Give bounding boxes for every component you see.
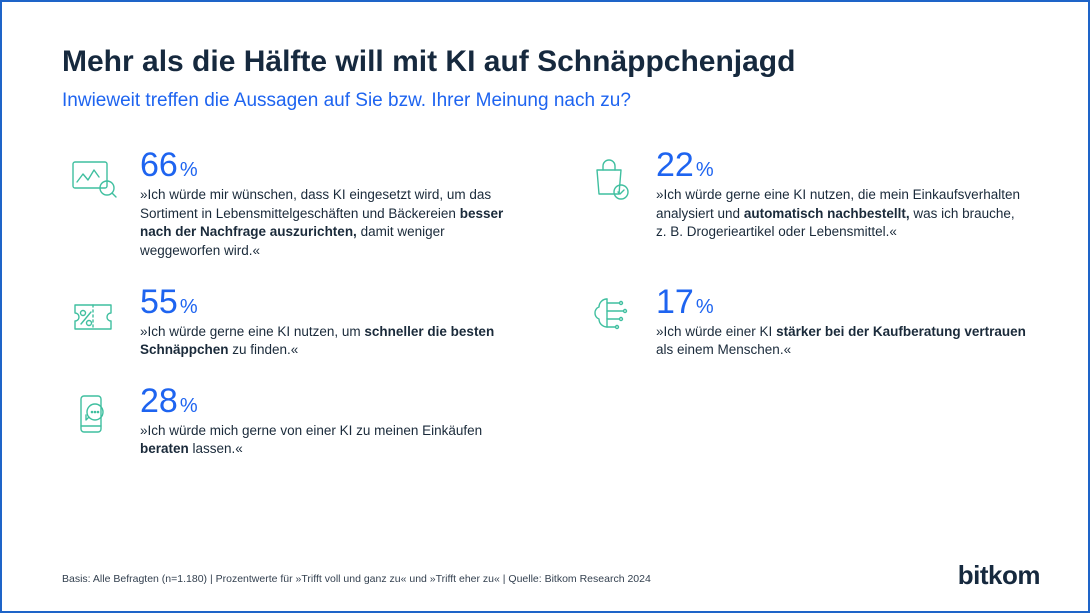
stat-percent: 22%: [656, 148, 1028, 182]
stat-item: 17% »Ich würde einer KI stärker bei der …: [582, 285, 1028, 360]
page-title: Mehr als die Hälfte will mit KI auf Schn…: [62, 44, 1028, 80]
stat-item: 66% »Ich würde mir wünschen, dass KI ein…: [66, 148, 512, 261]
stat-item: 22% »Ich würde gerne eine KI nutzen, die…: [582, 148, 1028, 261]
discount-ticket-icon: [66, 285, 120, 339]
stat-percent: 17%: [656, 285, 1028, 319]
stat-quote: »Ich würde mir wünschen, dass KI eingese…: [140, 186, 512, 261]
stat-percent: 66%: [140, 148, 512, 182]
shopping-bag-check-icon: [582, 148, 636, 202]
stat-percent: 55%: [140, 285, 512, 319]
stat-item: 28% »Ich würde mich gerne von einer KI z…: [66, 384, 512, 459]
footnote: Basis: Alle Befragten (n=1.180) | Prozen…: [62, 573, 651, 585]
stats-grid: 66% »Ich würde mir wünschen, dass KI ein…: [62, 148, 1028, 459]
page-subtitle: Inwieweit treffen die Aussagen auf Sie b…: [62, 90, 1028, 112]
stat-quote: »Ich würde gerne eine KI nutzen, die mei…: [656, 186, 1028, 242]
stat-quote: »Ich würde gerne eine KI nutzen, um schn…: [140, 323, 512, 360]
stat-quote: »Ich würde mich gerne von einer KI zu me…: [140, 422, 512, 459]
phone-chat-icon: [66, 384, 120, 438]
stat-item: 55% »Ich würde gerne eine KI nutzen, um …: [66, 285, 512, 360]
stat-percent: 28%: [140, 384, 512, 418]
stat-quote: »Ich würde einer KI stärker bei der Kauf…: [656, 323, 1028, 360]
bitkom-logo: bitkom: [958, 560, 1040, 591]
analytics-screen-icon: [66, 148, 120, 202]
ai-brain-icon: [582, 285, 636, 339]
